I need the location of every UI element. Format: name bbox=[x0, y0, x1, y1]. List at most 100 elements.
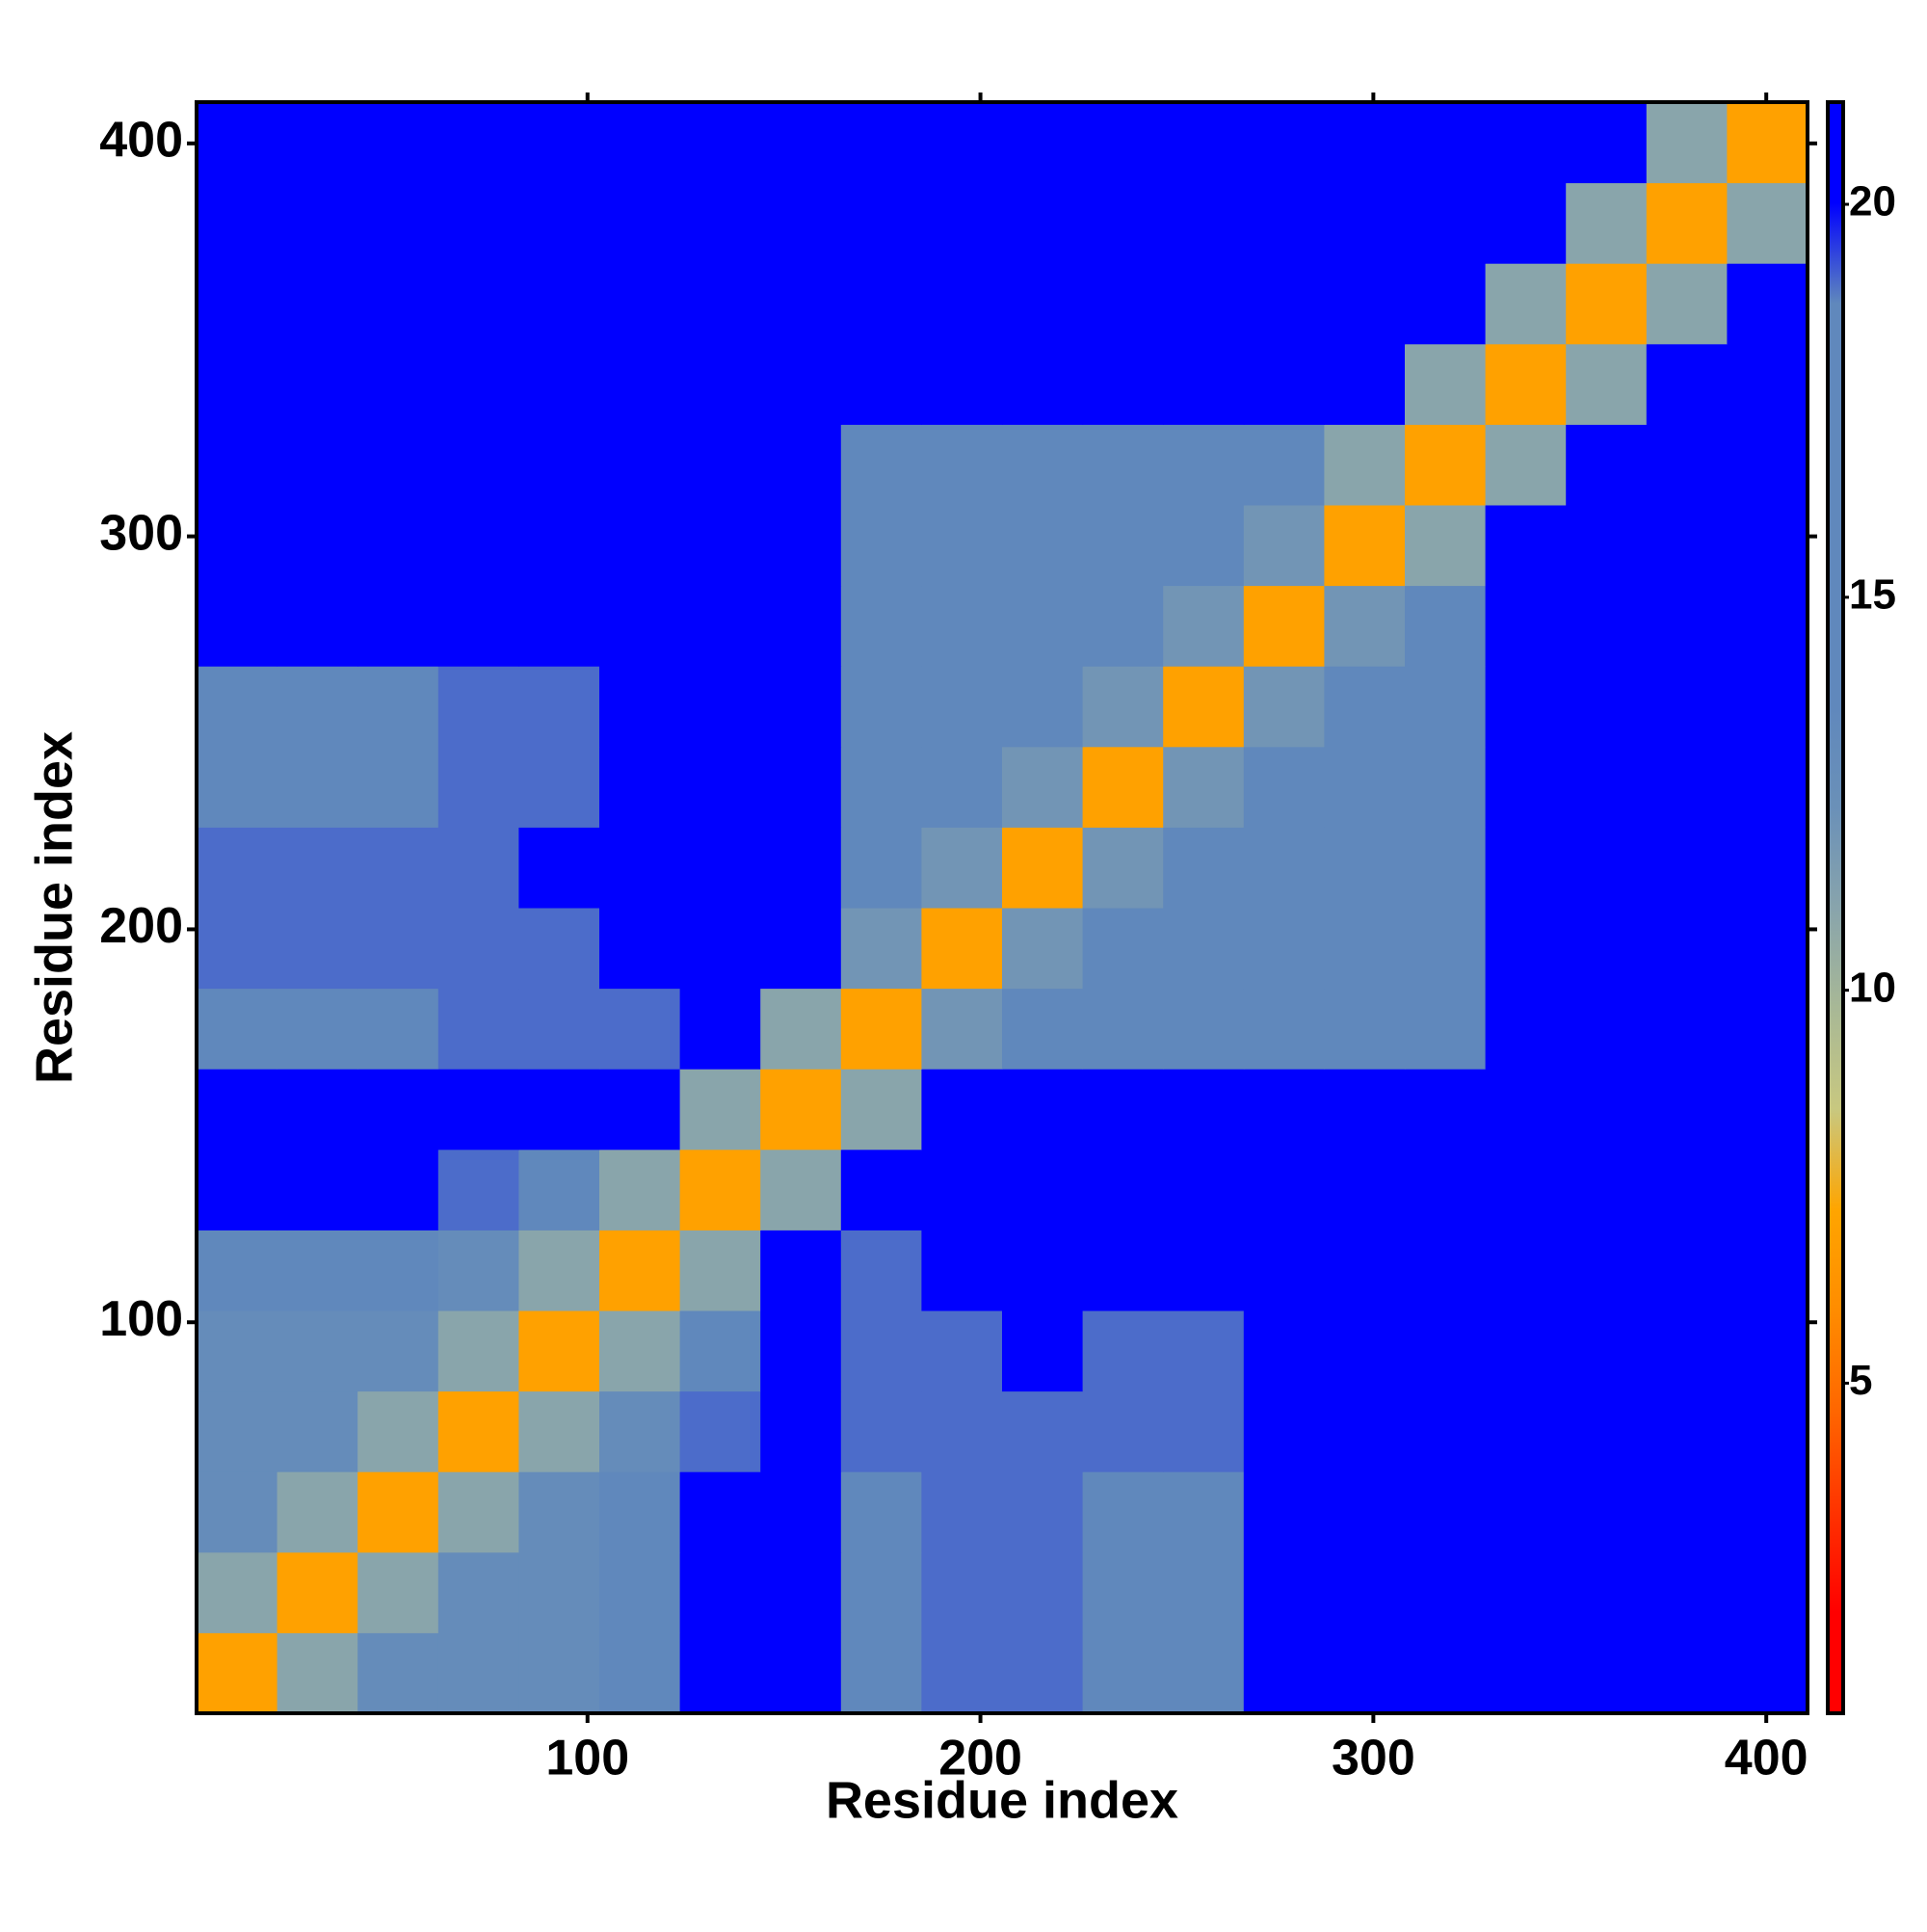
heatmap-cell bbox=[518, 1471, 600, 1553]
heatmap-cell bbox=[1082, 102, 1164, 184]
heatmap-cell bbox=[518, 424, 600, 506]
heatmap-cell bbox=[840, 263, 922, 345]
heatmap-cell bbox=[357, 1230, 439, 1311]
heatmap-cell bbox=[599, 585, 681, 667]
heatmap-cell bbox=[840, 182, 922, 264]
heatmap-cell bbox=[1324, 827, 1406, 909]
heatmap-cell bbox=[437, 585, 519, 667]
heatmap-cell bbox=[1405, 505, 1487, 587]
heatmap-cell bbox=[1243, 1632, 1325, 1714]
heatmap-cell bbox=[840, 1149, 922, 1231]
heatmap-cell bbox=[1324, 1390, 1406, 1472]
heatmap-cell bbox=[1485, 343, 1567, 425]
heatmap-cell bbox=[277, 505, 358, 587]
heatmap-cell bbox=[1163, 666, 1245, 748]
heatmap-cell bbox=[1002, 505, 1084, 587]
heatmap-cell bbox=[1002, 746, 1084, 828]
heatmap-cell bbox=[277, 746, 358, 828]
heatmap-cell bbox=[1324, 746, 1406, 828]
heatmap-cell bbox=[1163, 908, 1245, 990]
heatmap-cell bbox=[1405, 585, 1487, 667]
heatmap-cell bbox=[1243, 182, 1325, 264]
heatmap-cell bbox=[197, 1069, 278, 1151]
heatmap-cell bbox=[277, 343, 358, 425]
heatmap-cell bbox=[1727, 1230, 1808, 1311]
heatmap-cell bbox=[1646, 908, 1728, 990]
heatmap-cell bbox=[1082, 827, 1164, 909]
heatmap-cell bbox=[277, 1149, 358, 1231]
heatmap-cell bbox=[840, 827, 922, 909]
heatmap-cell bbox=[1002, 666, 1084, 748]
heatmap-cell bbox=[1324, 102, 1406, 184]
heatmap-cell bbox=[1646, 263, 1728, 345]
heatmap-cell bbox=[1243, 827, 1325, 909]
x-tick-label: 400 bbox=[1725, 1731, 1808, 1786]
heatmap-cell bbox=[1324, 1471, 1406, 1553]
heatmap-cell bbox=[1243, 1310, 1325, 1392]
heatmap-cell bbox=[599, 1390, 681, 1472]
colorbar-tick-label: 20 bbox=[1849, 178, 1896, 225]
colorbar bbox=[1826, 100, 1845, 1715]
heatmap-cell bbox=[1485, 827, 1567, 909]
heatmap-cell bbox=[357, 343, 439, 425]
heatmap-cell bbox=[1405, 343, 1487, 425]
heatmap-cell bbox=[1163, 102, 1245, 184]
heatmap-cell bbox=[357, 827, 439, 909]
heatmap-cell bbox=[1082, 505, 1164, 587]
heatmap-cell bbox=[277, 666, 358, 748]
heatmap-cell bbox=[1727, 1632, 1808, 1714]
heatmap-cell bbox=[518, 1069, 600, 1151]
heatmap-cell bbox=[760, 1230, 842, 1311]
heatmap-cell bbox=[197, 182, 278, 264]
heatmap-cell bbox=[760, 1390, 842, 1472]
heatmap-cell bbox=[840, 666, 922, 748]
heatmap-cell bbox=[921, 343, 1003, 425]
heatmap-cell bbox=[437, 182, 519, 264]
heatmap-cell bbox=[518, 908, 600, 990]
heatmap-cell bbox=[357, 424, 439, 506]
heatmap-cell bbox=[1163, 1471, 1245, 1553]
heatmap-cell bbox=[1727, 988, 1808, 1070]
heatmap-cell bbox=[1485, 1471, 1567, 1553]
heatmap-cell bbox=[1485, 1632, 1567, 1714]
heatmap-cell bbox=[197, 1230, 278, 1311]
heatmap-cell bbox=[1082, 666, 1164, 748]
heatmap-cell bbox=[921, 1149, 1003, 1231]
heatmap-cell bbox=[1324, 182, 1406, 264]
heatmap-cell bbox=[1646, 505, 1728, 587]
heatmap-cell bbox=[1485, 908, 1567, 990]
heatmap-cell bbox=[437, 1471, 519, 1553]
heatmap-cell bbox=[1566, 505, 1648, 587]
heatmap-cell bbox=[437, 1390, 519, 1472]
heatmap-cell bbox=[1566, 1632, 1648, 1714]
colorbar-tick-label: 10 bbox=[1849, 964, 1896, 1011]
heatmap-cell bbox=[277, 988, 358, 1070]
heatmap-cell bbox=[518, 666, 600, 748]
heatmap-cell bbox=[840, 746, 922, 828]
heatmap-cell bbox=[1405, 1310, 1487, 1392]
heatmap-cell bbox=[1243, 1551, 1325, 1633]
heatmap-cell bbox=[1485, 102, 1567, 184]
heatmap-cell bbox=[1727, 908, 1808, 990]
heatmap-cell bbox=[840, 1471, 922, 1553]
heatmap-cell bbox=[1646, 1230, 1728, 1311]
heatmap-cell bbox=[1405, 1551, 1487, 1633]
heatmap-cell bbox=[518, 746, 600, 828]
heatmap-cell bbox=[1405, 182, 1487, 264]
heatmap-cell bbox=[197, 1390, 278, 1472]
heatmap-cell bbox=[1243, 988, 1325, 1070]
heatmap-cell bbox=[599, 908, 681, 990]
heatmap-cell bbox=[840, 1230, 922, 1311]
y-tick-label: 300 bbox=[99, 505, 183, 561]
heatmap-cell bbox=[277, 1632, 358, 1714]
heatmap-cell bbox=[518, 827, 600, 909]
heatmap-cell bbox=[1485, 505, 1567, 587]
heatmap-cell bbox=[1485, 988, 1567, 1070]
heatmap-cell bbox=[1485, 182, 1567, 264]
heatmap-cell bbox=[1082, 424, 1164, 506]
heatmap-cell bbox=[921, 1390, 1003, 1472]
colorbar-tick-label: 5 bbox=[1849, 1357, 1872, 1404]
heatmap-cell bbox=[1163, 1551, 1245, 1633]
heatmap-cell bbox=[1646, 102, 1728, 184]
heatmap-cell bbox=[1566, 1390, 1648, 1472]
